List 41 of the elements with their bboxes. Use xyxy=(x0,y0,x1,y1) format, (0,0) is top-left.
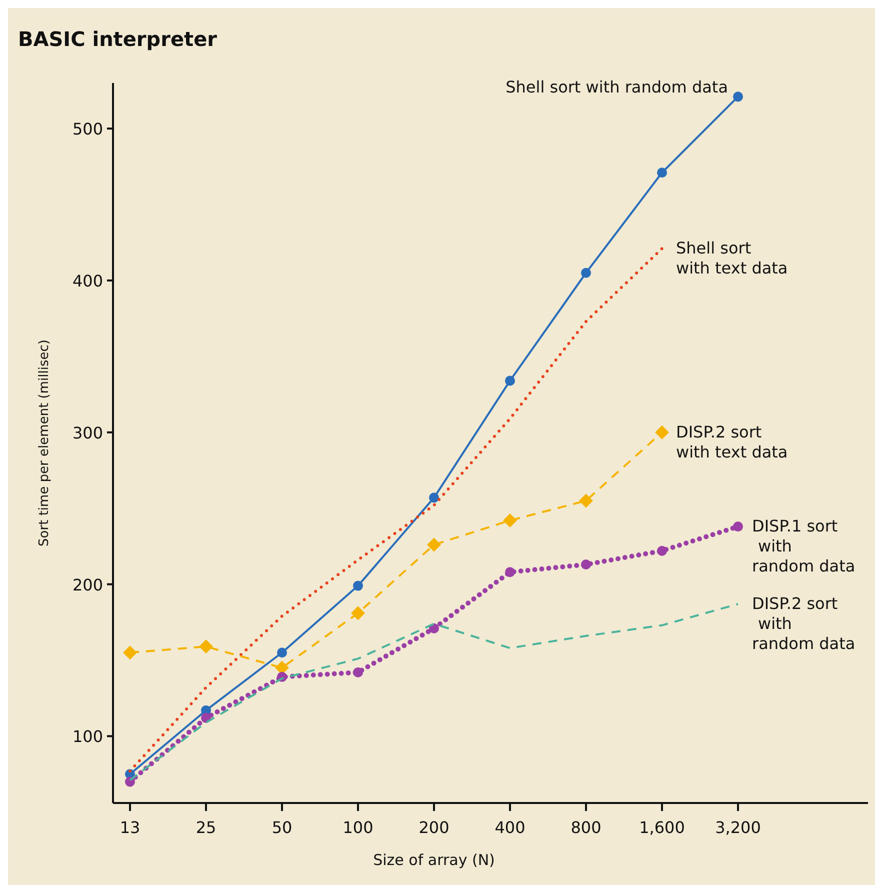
point xyxy=(581,560,591,570)
point xyxy=(123,646,137,660)
point xyxy=(657,546,667,556)
point xyxy=(353,580,363,591)
x-tick-label: 1,600 xyxy=(639,818,685,837)
point xyxy=(657,168,667,178)
y-tick-label: 400 xyxy=(72,271,103,290)
chart-title: BASIC interpreter xyxy=(18,27,218,51)
point xyxy=(429,492,439,503)
point xyxy=(733,522,743,532)
x-tick-label: 25 xyxy=(196,818,216,837)
x-tick-label: 50 xyxy=(272,818,292,837)
series-label: DISP.1 sort with random data xyxy=(752,516,856,576)
y-axis-title: Sort time per element (millisec) xyxy=(37,340,52,546)
point xyxy=(579,494,593,508)
point xyxy=(581,268,591,278)
point xyxy=(733,92,743,102)
point xyxy=(351,606,365,620)
y-tick-label: 100 xyxy=(72,727,103,746)
point xyxy=(199,640,213,654)
x-tick-label: 100 xyxy=(342,818,374,837)
y-tick-label: 500 xyxy=(72,120,103,139)
point xyxy=(277,648,287,658)
point xyxy=(505,567,515,578)
y-tick-label: 300 xyxy=(72,423,103,442)
point xyxy=(353,667,363,678)
series-label: DISP.2 sort with random data xyxy=(752,594,856,654)
series-label: Shell sort with text data xyxy=(676,238,788,278)
series-label: Shell sort with random data xyxy=(506,78,728,97)
point xyxy=(427,538,441,552)
x-tick-label: 200 xyxy=(418,818,450,837)
y-tick-label: 200 xyxy=(72,575,103,594)
x-axis-title: Size of array (N) xyxy=(373,851,495,869)
x-tick-label: 800 xyxy=(570,818,602,837)
point xyxy=(503,513,517,528)
x-tick-label: 13 xyxy=(120,818,140,837)
series-label: DISP.2 sort with text data xyxy=(676,422,788,462)
x-tick-label: 400 xyxy=(494,818,526,837)
point xyxy=(505,376,515,386)
x-tick-label: 3,200 xyxy=(715,818,761,837)
point xyxy=(655,425,669,440)
